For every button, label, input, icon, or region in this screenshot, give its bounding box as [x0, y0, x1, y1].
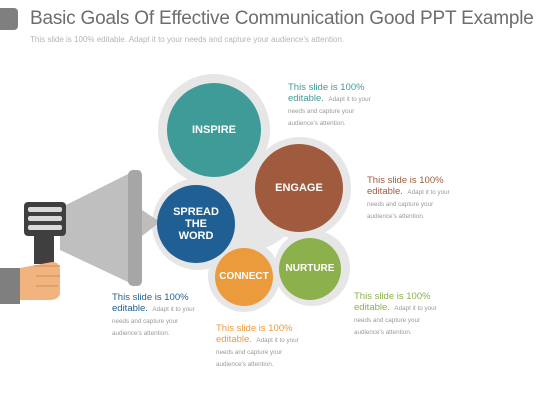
connect-circle: [215, 248, 273, 306]
nurture-circle: [279, 238, 341, 300]
page-subtitle: This slide is 100% editable. Adapt it to…: [30, 35, 345, 44]
engage-circle: [255, 144, 343, 232]
caption-body: Adapt it to your needs and capture your …: [367, 189, 450, 220]
caption-body: Adapt it to your needs and capture your …: [354, 305, 437, 336]
nurture-label: NURTURE: [285, 263, 335, 274]
hand-icon: [0, 262, 60, 304]
connect-caption: This slide is 100% editable. Adapt it to…: [216, 322, 300, 369]
nurture-caption: This slide is 100% editable. Adapt it to…: [354, 290, 438, 337]
title-accent-tab: [0, 8, 18, 30]
inspire-circle: [167, 83, 261, 177]
spread-label: SPREAD THE WORD: [173, 206, 219, 242]
spread-caption: This slide is 100% editable. Adapt it to…: [112, 291, 196, 338]
spread-circle: [157, 185, 235, 263]
page-title: Basic Goals Of Effective Communication G…: [30, 8, 534, 29]
megaphone-icon: [24, 170, 160, 286]
caption-body: Adapt it to your needs and capture your …: [288, 96, 371, 127]
inspire-caption: This slide is 100% editable. Adapt it to…: [288, 81, 372, 128]
caption-body: Adapt it to your needs and capture your …: [216, 337, 299, 368]
connect-label: CONNECT: [219, 271, 269, 282]
engage-label: ENGAGE: [275, 182, 323, 194]
inspire-label: INSPIRE: [191, 124, 236, 136]
engage-caption: This slide is 100% editable. Adapt it to…: [367, 174, 451, 221]
caption-body: Adapt it to your needs and capture your …: [112, 306, 195, 337]
